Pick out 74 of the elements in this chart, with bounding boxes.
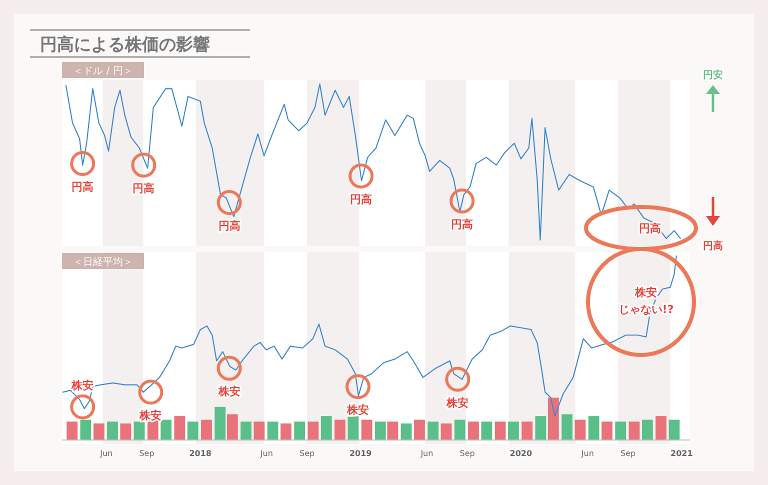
annotation: 株安 bbox=[70, 378, 94, 392]
bar bbox=[240, 422, 252, 440]
bar bbox=[160, 420, 172, 440]
bar bbox=[214, 406, 226, 440]
x-tick-label: Sep bbox=[300, 449, 315, 458]
bar bbox=[494, 422, 506, 440]
x-tick-label: Jun bbox=[99, 449, 113, 458]
chart-title: 円高による株価の影響 bbox=[40, 35, 210, 55]
x-tick-label: 2019 bbox=[349, 449, 372, 458]
bar bbox=[668, 420, 680, 440]
x-tick-label: 2020 bbox=[510, 449, 532, 458]
annotation: 円高 bbox=[350, 193, 372, 206]
bar bbox=[628, 422, 640, 440]
bar bbox=[267, 422, 278, 440]
bar bbox=[454, 420, 466, 440]
bar bbox=[308, 422, 319, 440]
x-tick-label: Jun bbox=[259, 449, 273, 458]
bar bbox=[187, 422, 198, 440]
bar bbox=[120, 423, 132, 440]
x-tick-label: Jun bbox=[420, 449, 434, 458]
x-tick-label: 2021 bbox=[670, 449, 694, 458]
annotation: 円高 bbox=[451, 218, 474, 231]
bar bbox=[414, 420, 425, 440]
annotation: 株安 bbox=[446, 396, 469, 410]
bar bbox=[508, 422, 519, 440]
bar bbox=[107, 422, 118, 440]
bar bbox=[294, 422, 306, 440]
bar bbox=[562, 414, 572, 440]
bar bbox=[66, 422, 78, 440]
bar bbox=[320, 416, 332, 440]
annotation: じゃない!? bbox=[618, 303, 674, 316]
bar bbox=[254, 422, 265, 440]
bar bbox=[400, 423, 412, 440]
bar bbox=[201, 420, 212, 440]
annotation: 円高 bbox=[218, 220, 240, 233]
bar bbox=[468, 422, 479, 440]
bar bbox=[348, 416, 359, 440]
bar bbox=[93, 423, 104, 440]
bar bbox=[80, 420, 92, 440]
bar bbox=[656, 416, 666, 440]
x-tick-label: Sep bbox=[460, 449, 475, 458]
bar bbox=[548, 398, 559, 440]
bar bbox=[280, 423, 292, 440]
bar bbox=[574, 420, 586, 440]
bar bbox=[134, 422, 145, 440]
x-tick-label: Jun bbox=[580, 449, 594, 458]
bar bbox=[174, 416, 186, 440]
bar bbox=[481, 422, 492, 440]
x-tick-label: Sep bbox=[139, 449, 154, 458]
text: 円高 bbox=[703, 240, 723, 252]
bar bbox=[374, 422, 386, 440]
bar bbox=[535, 416, 546, 440]
annotation: 株安 bbox=[346, 404, 369, 417]
bar bbox=[522, 422, 533, 440]
bar bbox=[588, 416, 600, 440]
bar bbox=[334, 420, 346, 440]
bar bbox=[615, 422, 626, 440]
bar bbox=[440, 423, 452, 440]
chart-subtitle: ＜日経平均＞ bbox=[73, 256, 133, 268]
text: 円安 bbox=[703, 69, 723, 81]
annotation: 円高 bbox=[72, 180, 94, 194]
bar bbox=[387, 422, 398, 440]
bar bbox=[642, 420, 653, 440]
x-tick-label: 2018 bbox=[189, 449, 212, 458]
bar bbox=[428, 422, 439, 440]
chart-subtitle: ＜ドル / 円＞ bbox=[73, 66, 133, 77]
bar bbox=[602, 422, 612, 440]
bar bbox=[226, 414, 238, 440]
annotation: 株安 bbox=[217, 385, 240, 398]
bar bbox=[361, 420, 372, 440]
x-tick-label: Sep bbox=[620, 449, 636, 458]
annotation: 株安 bbox=[634, 286, 657, 299]
annotation: 株安 bbox=[138, 409, 162, 422]
annotation: 円高 bbox=[132, 182, 155, 196]
